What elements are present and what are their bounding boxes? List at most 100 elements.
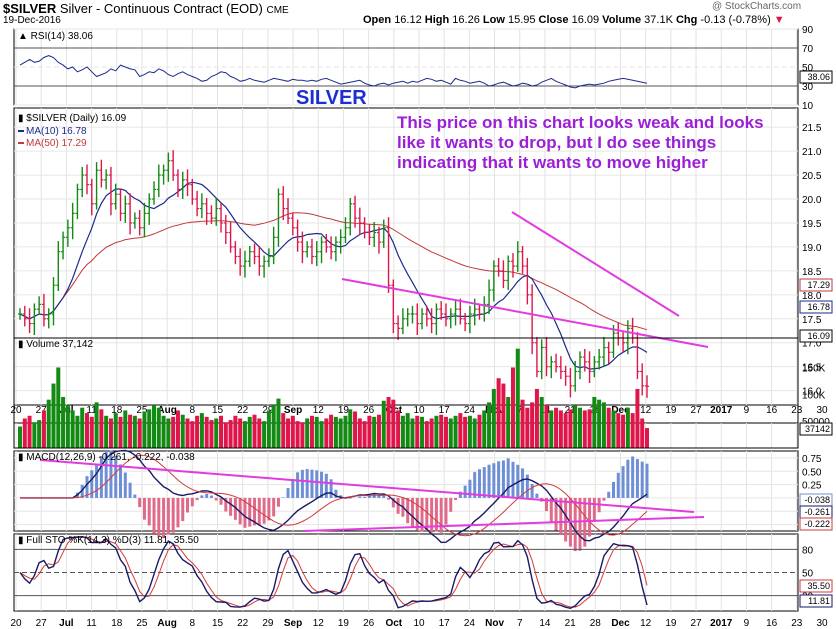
price-bar bbox=[271, 226, 276, 265]
volume-bar bbox=[137, 418, 142, 448]
volume-y-tick: 100K bbox=[802, 390, 826, 401]
macd-histogram-bar bbox=[243, 497, 247, 528]
volume-bar bbox=[22, 418, 27, 448]
volume-legend: ▮ Volume 37,142 bbox=[18, 339, 93, 350]
volume-bar bbox=[319, 421, 324, 448]
price-bar bbox=[549, 356, 554, 379]
macd-histogram-bar bbox=[209, 495, 213, 498]
price-bar bbox=[367, 224, 372, 246]
close-value: 16.09 bbox=[571, 14, 600, 26]
volume-bar bbox=[104, 415, 109, 448]
volume-bar bbox=[558, 410, 563, 448]
ma50-last-label-box bbox=[799, 278, 833, 292]
macd-histogram-bar bbox=[434, 497, 438, 532]
volume-bar bbox=[568, 409, 573, 448]
price-bar bbox=[286, 198, 291, 224]
exchange-label: CME bbox=[266, 5, 289, 16]
macd-histogram-bar bbox=[530, 483, 534, 498]
price-bar bbox=[132, 212, 137, 229]
x-tick-bottom: 28 bbox=[590, 618, 602, 629]
price-bar bbox=[482, 296, 487, 322]
price-y-tick: 18.5 bbox=[802, 267, 822, 278]
macd-histogram-bar bbox=[85, 476, 89, 498]
volume-bar bbox=[276, 398, 281, 448]
sto-d-last-label: 35.50 bbox=[807, 581, 830, 591]
volume-bar bbox=[405, 413, 410, 448]
price-bar bbox=[252, 243, 257, 265]
x-tick-bottom: 19 bbox=[338, 618, 350, 629]
volume-bar bbox=[32, 422, 37, 448]
macd-histogram-bar bbox=[454, 497, 458, 501]
volume-bar bbox=[18, 426, 22, 448]
price-bar bbox=[515, 241, 520, 272]
volume-bar bbox=[372, 416, 377, 448]
macd-histogram-bar bbox=[296, 472, 300, 498]
volume-bar bbox=[223, 422, 228, 448]
price-bar bbox=[381, 219, 386, 248]
macd-histogram-bar bbox=[214, 497, 218, 501]
x-tick-bottom: 19 bbox=[665, 618, 677, 629]
x-tick-bottom: Sep bbox=[284, 618, 302, 629]
x-tick-bottom: 22 bbox=[237, 618, 249, 629]
price-bar bbox=[640, 363, 645, 396]
price-bar bbox=[635, 332, 640, 380]
macd-y-tick: 0.50 bbox=[802, 467, 822, 478]
price-bar bbox=[266, 248, 271, 268]
macd-histogram-bar bbox=[588, 497, 592, 537]
macd-histogram-bar bbox=[492, 463, 496, 498]
macd-line bbox=[20, 449, 648, 544]
volume-bar bbox=[635, 388, 640, 448]
price-bar bbox=[396, 315, 401, 340]
price-y-tick: 21.0 bbox=[802, 147, 822, 158]
price-bar bbox=[152, 181, 157, 205]
price-bar bbox=[228, 222, 233, 253]
volume-bar bbox=[214, 418, 219, 448]
volume-bar bbox=[252, 414, 257, 448]
sto-k-last-label-box bbox=[799, 594, 833, 608]
macd-histogram-bar bbox=[444, 497, 448, 525]
macd-histogram-bar bbox=[195, 497, 199, 501]
high-value: 16.26 bbox=[452, 14, 480, 26]
volume-bar bbox=[544, 405, 549, 448]
price-bar bbox=[199, 193, 204, 219]
volume-bar bbox=[338, 418, 343, 448]
close-label: Close bbox=[538, 14, 569, 26]
volume-bar bbox=[300, 422, 305, 448]
macd-signal-line bbox=[20, 454, 648, 537]
x-tick-bottom: 7 bbox=[517, 618, 523, 629]
price-y-tick: 19.0 bbox=[802, 243, 822, 254]
volume-bar bbox=[396, 410, 401, 448]
volume-bar bbox=[195, 415, 200, 448]
x-tick-price: 19 bbox=[665, 405, 677, 416]
price-bar bbox=[520, 245, 525, 274]
price-bar bbox=[85, 164, 90, 195]
price-bar bbox=[463, 313, 468, 332]
price-bar bbox=[290, 212, 295, 236]
price-bar bbox=[295, 219, 300, 252]
price-bar bbox=[166, 152, 171, 182]
macd-histogram-bar bbox=[387, 497, 391, 500]
price-bar bbox=[65, 219, 70, 247]
macd-histogram-bar bbox=[468, 479, 472, 498]
macd-histogram-bar bbox=[616, 472, 620, 498]
volume-bar bbox=[554, 407, 559, 448]
x-tick-price: 12 bbox=[313, 405, 325, 416]
volume-bar bbox=[573, 405, 578, 448]
macd-histogram-bar bbox=[104, 449, 108, 498]
volume-bar bbox=[458, 413, 463, 448]
macd-histogram-bar bbox=[535, 493, 539, 498]
macd-histogram-bar bbox=[420, 497, 424, 532]
macd-histogram-bar bbox=[396, 497, 400, 514]
x-tick-bottom: Dec bbox=[611, 618, 630, 629]
x-tick-price: 19 bbox=[338, 405, 350, 416]
annotation-line-1: This price on this chart looks weak and … bbox=[397, 113, 764, 132]
volume-bar bbox=[209, 420, 214, 448]
volume-bar bbox=[343, 415, 348, 448]
macd-histogram-bar bbox=[123, 472, 127, 498]
price-bar bbox=[362, 217, 367, 239]
price-bar bbox=[75, 183, 80, 220]
x-tick-bottom: Jul bbox=[59, 618, 74, 629]
volume-bar bbox=[506, 397, 511, 448]
price-bar bbox=[128, 193, 133, 235]
